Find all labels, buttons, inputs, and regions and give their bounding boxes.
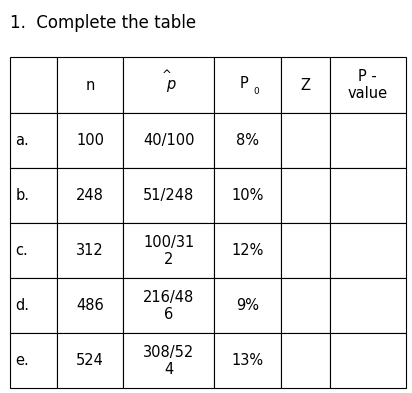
Bar [123,113,214,168]
Text: 6: 6 [164,307,173,322]
Text: 8%: 8% [236,133,259,148]
Text: c.: c. [15,243,28,258]
Bar [214,113,281,168]
Text: 100: 100 [76,133,104,148]
Text: 51/248: 51/248 [143,188,194,203]
Bar [214,168,281,223]
Bar [10,333,57,388]
Bar [330,333,406,388]
Text: d.: d. [15,298,29,313]
Text: 9%: 9% [236,298,259,313]
Text: 40/100: 40/100 [143,133,194,148]
Text: 312: 312 [76,243,104,258]
Bar [330,168,406,223]
Text: 0: 0 [253,86,259,95]
Bar [330,278,406,333]
Bar [281,223,330,278]
Bar [330,113,406,168]
Bar [57,333,123,388]
Bar [10,223,57,278]
Bar [57,223,123,278]
Text: 12%: 12% [231,243,264,258]
Text: P: P [240,76,248,91]
Text: n: n [85,78,95,93]
Text: 2: 2 [164,252,173,267]
Bar [123,168,214,223]
Text: P -: P - [358,69,377,84]
Bar [281,113,330,168]
Bar [281,333,330,388]
Text: 1.  Complete the table: 1. Complete the table [10,14,197,32]
Text: 100/31: 100/31 [143,235,194,250]
Bar [214,333,281,388]
Text: p: p [166,77,176,92]
Text: 4: 4 [164,362,173,377]
Text: value: value [348,86,388,101]
Bar [330,57,406,113]
Text: 13%: 13% [231,353,263,368]
Bar [57,278,123,333]
Bar [10,57,57,113]
Text: a.: a. [15,133,29,148]
Text: Z: Z [300,78,310,93]
Bar [57,168,123,223]
Bar [10,168,57,223]
Bar [123,57,214,113]
Bar [10,113,57,168]
Text: b.: b. [15,188,29,203]
Text: 248: 248 [76,188,104,203]
Bar [10,278,57,333]
Bar [57,57,123,113]
Bar [281,278,330,333]
Bar [214,223,281,278]
Bar [123,333,214,388]
Bar [214,57,281,113]
Text: 486: 486 [76,298,104,313]
Text: 216/48: 216/48 [143,290,194,305]
Bar [57,113,123,168]
Text: 308/52: 308/52 [143,345,194,360]
Bar [281,57,330,113]
Text: 524: 524 [76,353,104,368]
Text: 10%: 10% [231,188,264,203]
Bar [281,168,330,223]
Bar [214,278,281,333]
Text: e.: e. [15,353,29,368]
Text: ^: ^ [162,69,172,82]
Bar [330,223,406,278]
Bar [123,278,214,333]
Bar [123,223,214,278]
